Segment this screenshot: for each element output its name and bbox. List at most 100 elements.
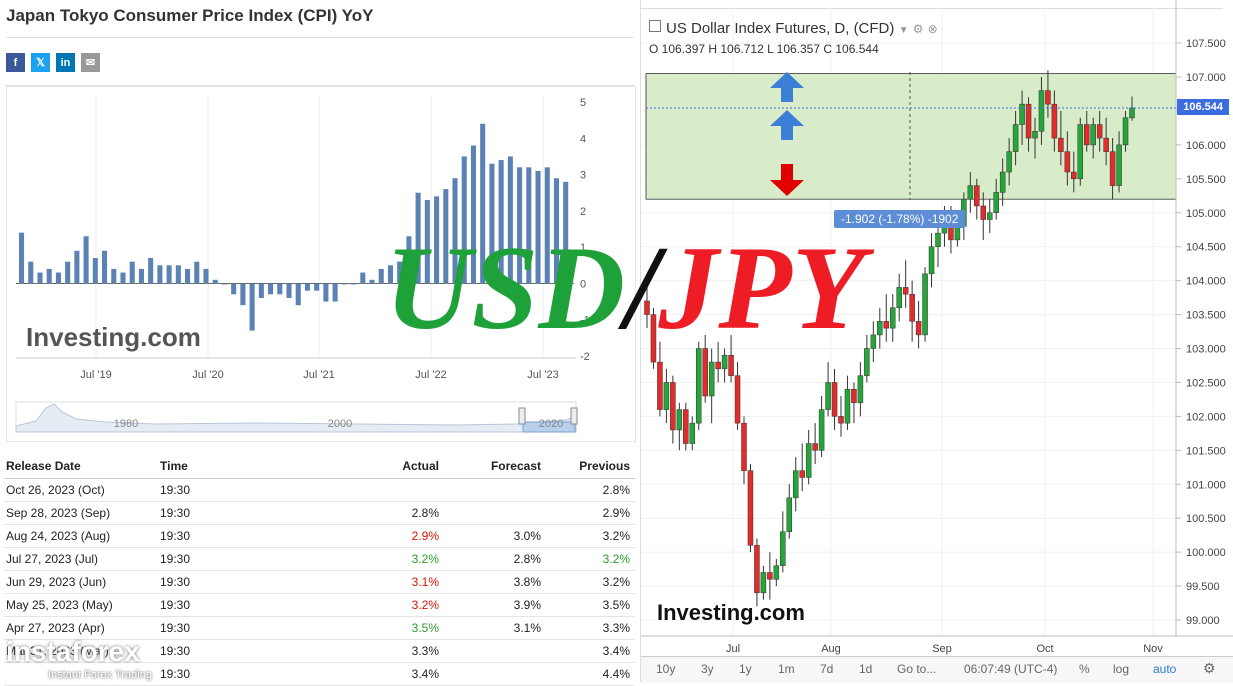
- candle-body[interactable]: [1038, 90, 1045, 132]
- cpi-bar[interactable]: [387, 265, 393, 284]
- range-1d[interactable]: 1d: [859, 662, 873, 676]
- candle-body[interactable]: [974, 185, 980, 207]
- cpi-bar[interactable]: [323, 283, 329, 302]
- candle-body[interactable]: [1051, 103, 1058, 139]
- cpi-bar[interactable]: [360, 272, 366, 284]
- facebook-icon[interactable]: f: [6, 53, 25, 72]
- candle-body[interactable]: [747, 470, 754, 546]
- collapse-icon[interactable]: [649, 20, 661, 32]
- candle-body[interactable]: [734, 375, 741, 424]
- candle-body[interactable]: [844, 388, 851, 424]
- cpi-bar[interactable]: [157, 265, 163, 284]
- candle-body[interactable]: [812, 443, 818, 451]
- cpi-bar[interactable]: [65, 261, 71, 284]
- candle-body[interactable]: [780, 531, 786, 566]
- candle-body[interactable]: [767, 572, 773, 580]
- cpi-bar[interactable]: [498, 160, 504, 284]
- candle-body[interactable]: [1058, 137, 1064, 152]
- cpi-bar[interactable]: [120, 272, 126, 284]
- cpi-bar[interactable]: [249, 283, 255, 331]
- cpi-bar[interactable]: [489, 163, 495, 284]
- candle-body[interactable]: [741, 422, 747, 471]
- candle-body[interactable]: [870, 334, 877, 349]
- candle-body[interactable]: [883, 321, 890, 329]
- percent-toggle[interactable]: %: [1079, 662, 1090, 676]
- candle-body[interactable]: [702, 348, 708, 397]
- navigator-handle-right[interactable]: [570, 407, 578, 425]
- cpi-bar[interactable]: [295, 283, 301, 306]
- goto-button[interactable]: Go to...: [897, 662, 937, 676]
- candle-body[interactable]: [799, 470, 805, 478]
- candle-body[interactable]: [935, 232, 941, 247]
- cpi-bar[interactable]: [111, 268, 117, 284]
- col-forecast[interactable]: Forecast: [444, 455, 546, 479]
- candle-body[interactable]: [999, 171, 1006, 193]
- candle-body[interactable]: [902, 287, 909, 295]
- cpi-bar[interactable]: [28, 261, 34, 284]
- candle-body[interactable]: [1077, 124, 1084, 180]
- cpi-bar[interactable]: [83, 236, 89, 284]
- col-release-date[interactable]: Release Date: [4, 455, 158, 479]
- linkedin-icon[interactable]: in: [56, 53, 75, 72]
- range-3y[interactable]: 3y: [701, 662, 714, 676]
- cpi-bar[interactable]: [221, 283, 227, 285]
- candle-body[interactable]: [1090, 124, 1096, 146]
- candle-body[interactable]: [1116, 144, 1122, 186]
- candle-body[interactable]: [1012, 124, 1019, 152]
- candle-body[interactable]: [838, 416, 844, 424]
- candle-body[interactable]: [967, 185, 974, 200]
- candle-body[interactable]: [1122, 117, 1129, 146]
- candle-body[interactable]: [644, 300, 650, 315]
- cpi-bar[interactable]: [166, 265, 172, 284]
- candle-body[interactable]: [663, 382, 670, 410]
- cpi-bar[interactable]: [138, 268, 144, 284]
- candle-body[interactable]: [896, 287, 902, 309]
- candle-body[interactable]: [818, 409, 825, 451]
- x-icon[interactable]: 𝕏: [31, 53, 50, 72]
- candle-body[interactable]: [683, 409, 689, 444]
- range-7d[interactable]: 7d: [820, 662, 834, 676]
- candlestick-chart[interactable]: 107.500107.000106.500106.000105.500105.0…: [641, 0, 1233, 656]
- candle-body[interactable]: [877, 321, 883, 336]
- cpi-bar[interactable]: [461, 156, 467, 284]
- cpi-bar[interactable]: [185, 268, 191, 284]
- cpi-bar[interactable]: [46, 268, 52, 284]
- cpi-bar[interactable]: [535, 170, 541, 284]
- col-time[interactable]: Time: [158, 455, 342, 479]
- navigator-handle-left[interactable]: [518, 407, 526, 425]
- col-actual[interactable]: Actual: [342, 455, 444, 479]
- candle-body[interactable]: [825, 382, 831, 410]
- candle-body[interactable]: [909, 293, 915, 322]
- cpi-bar[interactable]: [304, 283, 310, 291]
- mail-icon[interactable]: ✉: [81, 53, 100, 72]
- candle-body[interactable]: [980, 205, 987, 220]
- candle-body[interactable]: [1096, 124, 1103, 139]
- cpi-bar[interactable]: [240, 283, 246, 306]
- cpi-bar[interactable]: [277, 283, 283, 295]
- candle-body[interactable]: [760, 572, 767, 594]
- candle-body[interactable]: [1019, 103, 1025, 125]
- candle-body[interactable]: [676, 409, 683, 431]
- cpi-bar[interactable]: [406, 236, 412, 284]
- candle-body[interactable]: [657, 361, 663, 410]
- candle-body[interactable]: [754, 545, 760, 594]
- cpi-bar[interactable]: [526, 167, 532, 284]
- candle-body[interactable]: [1045, 90, 1051, 105]
- candle-body[interactable]: [857, 375, 864, 404]
- cpi-bar[interactable]: [397, 261, 403, 284]
- cpi-bar[interactable]: [19, 232, 25, 284]
- cpi-bar[interactable]: [443, 189, 449, 284]
- candle-body[interactable]: [708, 361, 715, 397]
- range-10y[interactable]: 10y: [656, 662, 676, 676]
- candle-body[interactable]: [695, 348, 702, 424]
- log-toggle[interactable]: log: [1113, 662, 1130, 676]
- candle-body[interactable]: [670, 382, 676, 431]
- cpi-bar[interactable]: [314, 283, 320, 291]
- gear-icon[interactable]: ⚙: [1203, 660, 1216, 676]
- cpi-bar[interactable]: [470, 145, 477, 284]
- cpi-bar[interactable]: [55, 272, 61, 284]
- candle-body[interactable]: [1064, 151, 1071, 173]
- cpi-bar[interactable]: [203, 268, 209, 284]
- auto-toggle[interactable]: auto: [1153, 662, 1177, 676]
- candle-body[interactable]: [851, 388, 857, 404]
